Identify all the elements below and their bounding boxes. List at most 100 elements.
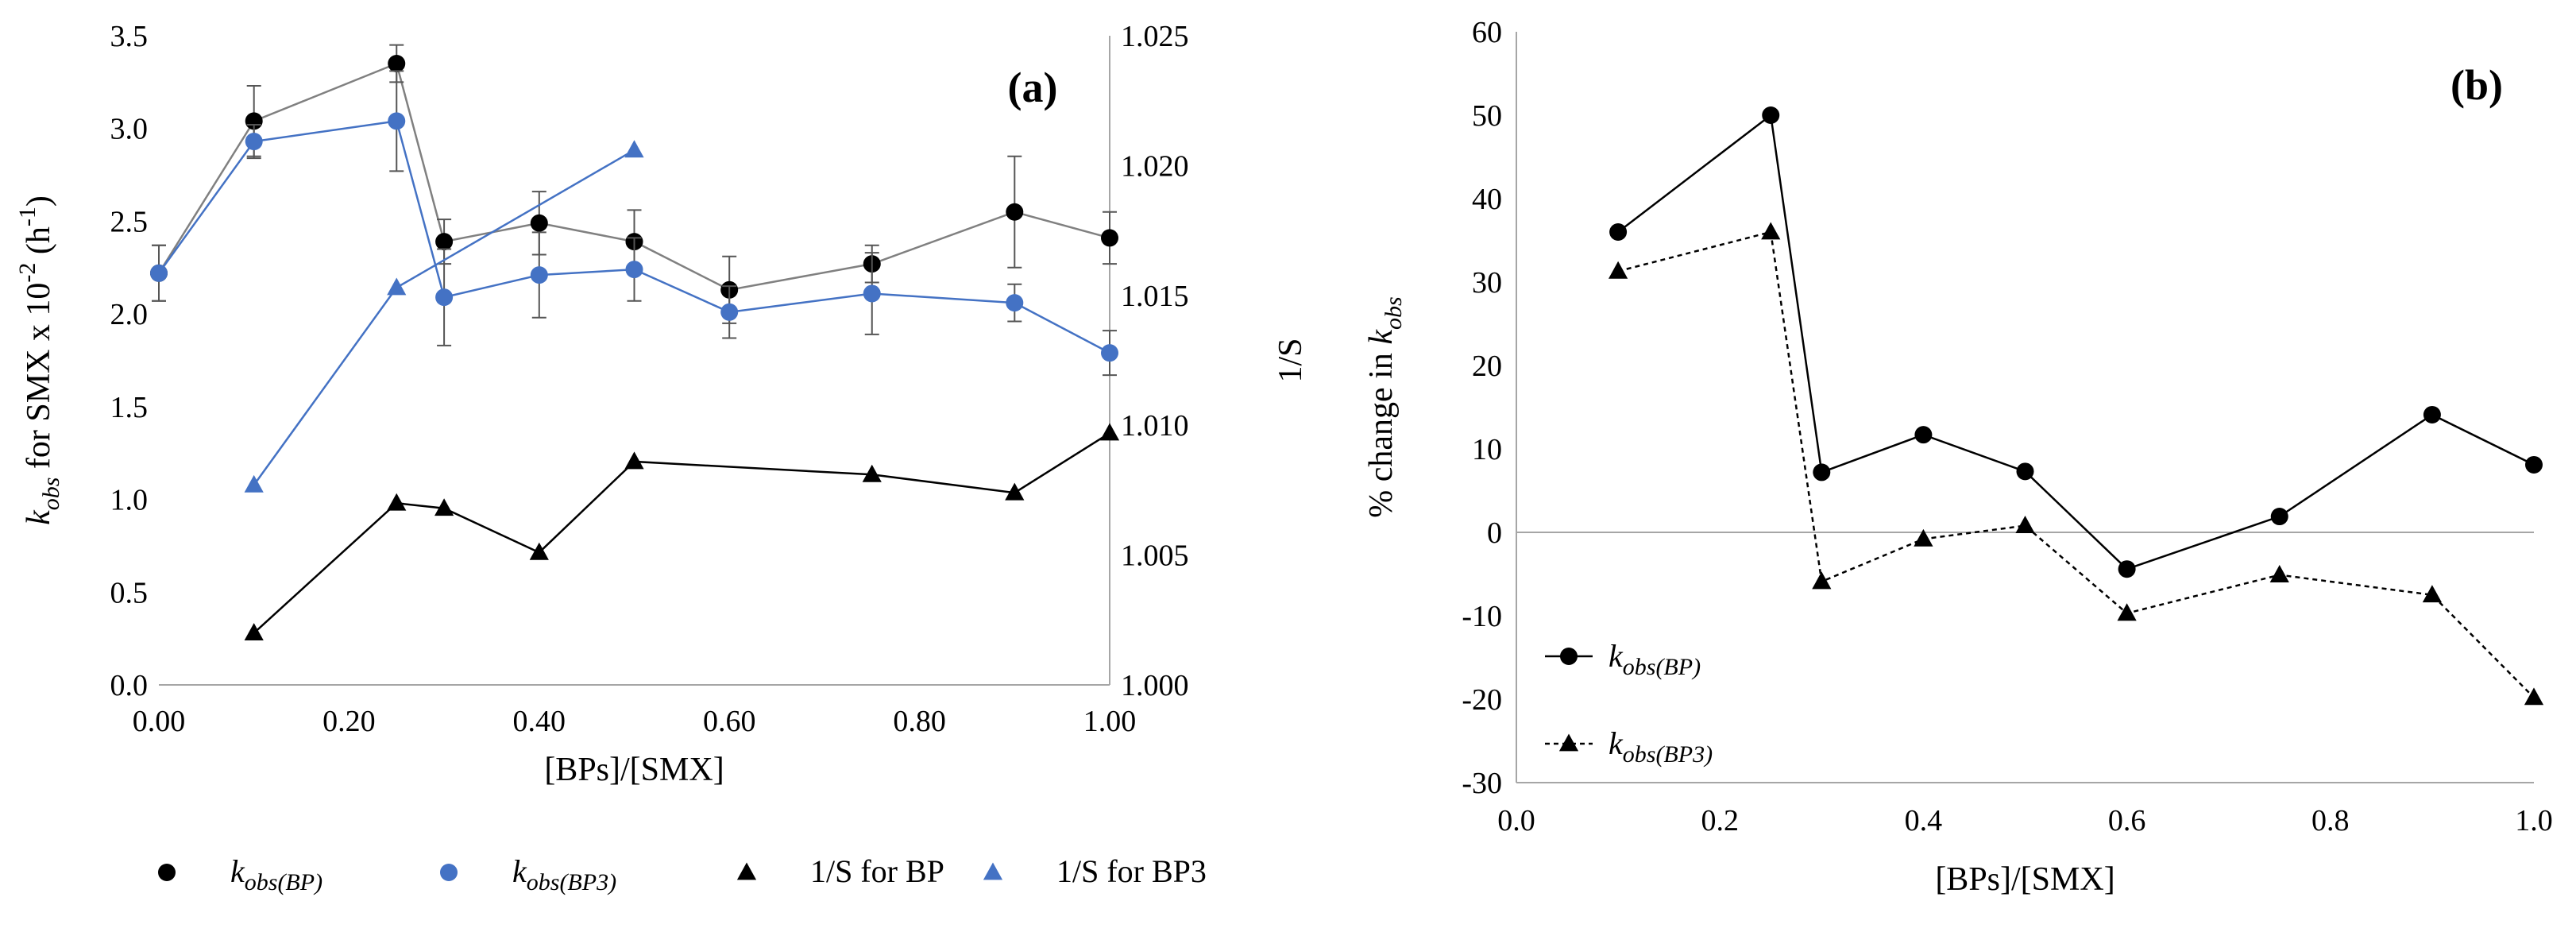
- y-tick-label: 60: [1472, 16, 1502, 49]
- x-axis-label: [BPs]/[SMX]: [544, 752, 724, 788]
- legend-b: kobs(BP)kobs(BP3): [1545, 638, 1713, 768]
- x-tick-label: 0.6: [2108, 804, 2146, 837]
- data-point: [387, 277, 407, 296]
- y-tick-label: 50: [1472, 99, 1502, 133]
- x-tick-label: 0.60: [703, 705, 756, 738]
- data-point: [1099, 423, 1120, 441]
- legend-label-main: k: [1609, 725, 1624, 761]
- chart-b: -30 -20 -10 0 10 20 30 40 50 60 0.0 0.2 0.4 0.6 0.8 1.0…: [1363, 16, 2553, 898]
- data-point: [1914, 426, 1933, 444]
- y-tick-label: -10: [1462, 600, 1502, 633]
- data-point: [2525, 455, 2543, 474]
- data-point: [2015, 516, 2035, 534]
- legend-label-sub: obs(BP3): [527, 869, 616, 895]
- y2-tick-label: 1.020: [1121, 149, 1189, 183]
- legend-label-sub: obs(BP3): [1623, 741, 1713, 768]
- legend-marker: [1558, 733, 1579, 752]
- data-point: [388, 55, 406, 73]
- legend-label-main: k: [230, 853, 245, 889]
- legend-a: kobs(BP) kobs(BP3) 1/S for BP 1/S for BP3: [158, 853, 1207, 895]
- data-point: [1609, 223, 1628, 241]
- y-tick-label: 2.0: [110, 298, 149, 331]
- legend-item-kobs-bp3: kobs(BP3): [1545, 725, 1713, 768]
- data-point: [387, 493, 407, 511]
- y-axis-label-part: % change in: [1363, 345, 1400, 518]
- legend-item-kobs-bp: kobs(BP): [1545, 638, 1701, 680]
- x-tick-label: 1.0: [2515, 804, 2553, 837]
- data-point: [863, 284, 881, 303]
- series-line: [157, 119, 1110, 354]
- data-point: [2524, 687, 2544, 706]
- data-point: [245, 133, 263, 151]
- y-axis-label: % change in kobs: [1363, 296, 1407, 517]
- y-tick-label: 10: [1472, 433, 1502, 466]
- data-point: [1813, 463, 1831, 481]
- x-tick-label: 1.00: [1083, 705, 1137, 738]
- data-point: [1761, 222, 1781, 240]
- legend-label: kobs(BP): [1609, 638, 1701, 680]
- data-point: [1006, 203, 1024, 221]
- data-point: [1914, 528, 1933, 547]
- series-kobs-bp: [1609, 106, 2543, 578]
- legend-label-sub: obs(BP): [1623, 654, 1701, 680]
- data-point: [388, 112, 406, 130]
- y-tick-label: 40: [1472, 183, 1502, 216]
- y-axis-label-part: k: [21, 509, 57, 525]
- y-axis-label: kobs for SMX x 10-2 (h-1): [14, 195, 64, 525]
- data-point: [720, 303, 739, 321]
- data-point: [435, 233, 454, 251]
- y-tick-label: 1.5: [110, 391, 149, 424]
- y2-axis-label: 1/S: [1273, 338, 1309, 382]
- x-tick-label: 0.0: [1497, 804, 1535, 837]
- y2-tick-label: 1.015: [1121, 280, 1189, 313]
- y-axis-label-part: (h: [21, 226, 57, 263]
- y2-tick-label: 1.010: [1121, 409, 1189, 443]
- series-kobs-bp3: [1609, 222, 2544, 706]
- chart-a: 0.0 0.5 1.0 1.5 2.0 2.5 3.0 3.5 1.000 1.005 1.010 1…: [14, 20, 1309, 895]
- x-tick-label: 0.2: [1701, 804, 1739, 837]
- series-1-s-for-bp: [244, 423, 1120, 641]
- x-tick-label: 0.20: [322, 705, 376, 738]
- data-point: [2269, 565, 2289, 582]
- legend-item-1-s-for-bp: 1/S for BP: [736, 853, 944, 889]
- legend-label-main: k: [512, 853, 527, 889]
- data-point: [2118, 560, 2136, 578]
- legend-label: 1/S for BP3: [1056, 853, 1207, 889]
- y2-tick-label: 1.025: [1121, 20, 1189, 53]
- y-tick-label: 0: [1487, 516, 1502, 550]
- legend-label-main: k: [1609, 638, 1624, 674]
- y-tick-label: 0.0: [110, 669, 149, 702]
- data-point: [862, 464, 882, 482]
- y-axis-label-part: ): [21, 195, 57, 207]
- y-axis-label-part: -2: [14, 263, 41, 283]
- data-point: [530, 214, 548, 232]
- y-tick-label: 0.5: [110, 576, 149, 609]
- series-kobs-bp3: [150, 70, 1118, 377]
- x-tick-label: 0.40: [513, 705, 566, 738]
- series-1-s-for-bp3: [244, 140, 644, 493]
- y-tick-label: 20: [1472, 350, 1502, 383]
- legend-label-sub: obs(BP): [245, 869, 322, 895]
- data-point: [529, 542, 549, 560]
- y2-tick-label: 1.005: [1121, 539, 1189, 573]
- data-point: [2270, 508, 2288, 526]
- data-point: [150, 264, 168, 282]
- data-point: [1101, 229, 1118, 247]
- legend-marker: [983, 862, 1003, 880]
- data-point: [435, 288, 454, 307]
- data-point: [1101, 344, 1118, 362]
- data-point: [2423, 405, 2441, 423]
- x-tick-label: 0.80: [893, 705, 946, 738]
- series-line: [157, 62, 1110, 292]
- data-point: [625, 261, 643, 279]
- y-tick-label: 2.5: [110, 205, 149, 238]
- x-tick-label: 0.8: [2311, 804, 2350, 837]
- legend-item-kobs-bp3: kobs(BP3): [440, 853, 616, 895]
- legend-label: kobs(BP3): [1609, 725, 1713, 768]
- legend-label-main: 1/S for BP3: [1056, 853, 1207, 889]
- y-axis-label-part: obs: [38, 478, 64, 511]
- data-point: [624, 451, 644, 470]
- y-axis-label-part: k: [1363, 329, 1400, 345]
- y-tick-label: 1.0: [110, 484, 149, 517]
- series-line: [1617, 230, 2535, 698]
